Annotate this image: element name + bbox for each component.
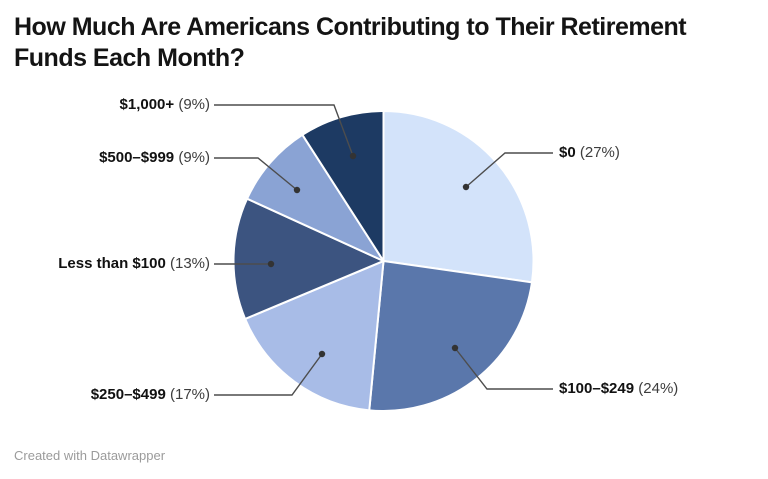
leader-dot-500-999 [293, 186, 301, 194]
leader-lines [214, 104, 553, 396]
pie-slice-5[interactable] [301, 110, 385, 262]
leader-dot-100-249 [451, 344, 459, 352]
slice-callout-500-999: $500–$999 (9%) [99, 149, 210, 167]
pie-slice-2[interactable] [244, 260, 385, 412]
chart-title-line2: Funds Each Month? [14, 44, 245, 72]
slice-callout-percent: (27%) [579, 144, 620, 161]
leader-dot-0 [462, 183, 470, 191]
slice-callout-label: $0 [559, 144, 576, 161]
slice-callout-label: $1,000+ [119, 96, 175, 113]
leader-line-250-499 [214, 353, 323, 396]
slice-callout-percent: (24%) [638, 380, 679, 397]
slice-callout-250-499: $250–$499 (17%) [91, 386, 210, 404]
slice-callout-100-249: $100–$249 (24%) [559, 380, 678, 398]
slice-callout-0: $0 (27%) [559, 144, 620, 162]
leader-dot-1000-plus [349, 152, 357, 160]
slice-callout-label: $500–$999 [99, 149, 175, 166]
chart-title-line1: How Much Are Americans Contributing to T… [14, 13, 687, 41]
slice-callout-label: $250–$499 [90, 386, 166, 403]
slice-callout-percent: (9%) [178, 96, 210, 113]
slice-callout-1000-plus: $1,000+ (9%) [120, 96, 210, 114]
leader-dot-less-than-100 [267, 260, 275, 268]
slice-callout-percent: (17%) [169, 386, 210, 403]
pie-slice-1[interactable] [368, 260, 533, 412]
leader-dot-250-499 [318, 350, 326, 358]
leader-line-100-249 [454, 347, 553, 390]
slice-callout-less-than-100: Less than $100 (13%) [58, 255, 210, 273]
pie-slice-0[interactable] [382, 110, 535, 284]
chart-title: How Much Are Americans Contributing to T… [14, 12, 754, 74]
slice-callout-percent: (9%) [178, 149, 210, 166]
leader-line-0 [465, 152, 553, 188]
datawrapper-credit-link[interactable]: Created with Datawrapper [14, 448, 166, 463]
slice-callout-label: $100–$249 [559, 380, 635, 397]
slice-callout-percent: (13%) [169, 255, 210, 272]
leader-line-1000-plus [214, 104, 354, 157]
pie-slice-3[interactable] [232, 197, 385, 320]
leader-line-500-999 [214, 157, 298, 191]
pie-slice-4[interactable] [246, 133, 385, 262]
slice-callout-label: Less than $100 [58, 255, 166, 272]
pie-chart [232, 110, 535, 412]
